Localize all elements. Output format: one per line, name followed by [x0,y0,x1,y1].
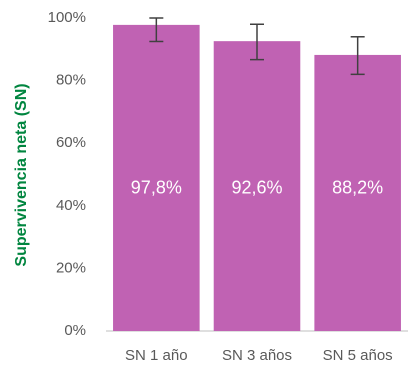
bar [213,41,301,332]
bar [314,54,401,332]
bar [113,24,200,332]
y-tick-label: 0% [64,322,86,339]
y-tick-label: 40% [56,197,86,214]
error-bar [350,36,365,76]
x-category-label: SN 3 años [222,347,292,364]
data-label: 88,2% [332,178,383,198]
data-labels: 97,8% 92,6% 88,2% [131,178,383,198]
y-tick-label: 80% [56,72,86,89]
y-tick-label: 20% [56,259,86,276]
data-label: 97,8% [131,178,182,198]
x-axis-categories: SN 1 año SN 3 años SN 5 años [125,347,393,364]
data-label: 92,6% [231,178,282,198]
bars [113,24,401,332]
error-bar [250,23,264,61]
y-axis-label: Supervivencia neta (SN) [13,83,30,266]
error-bars [149,17,365,76]
y-axis-ticks: 0% 20% 40% 60% 80% 100% [48,9,86,339]
x-category-label: SN 1 año [125,347,188,364]
y-tick-label: 60% [56,134,86,151]
error-bar [149,17,164,43]
y-tick-label: 100% [48,9,86,26]
x-category-label: SN 5 años [323,347,393,364]
